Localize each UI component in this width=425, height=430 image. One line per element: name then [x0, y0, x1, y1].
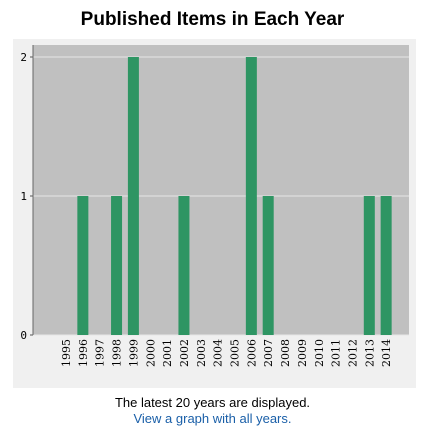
- bar-chart: 0 1 2 1995 1996 1997 1998 1999 2000 2001 2002 2003 2…: [13, 39, 416, 388]
- x-tick-label: 2002: [178, 339, 191, 367]
- bar-2006: [245, 57, 257, 335]
- x-tick-label: 2013: [363, 339, 376, 367]
- footer-note: The latest 20 years are displayed.: [114, 395, 311, 410]
- x-tick-label: 1998: [111, 339, 124, 367]
- x-tick-label: 2003: [195, 339, 208, 367]
- chart-area: 0 1 2 1995 1996 1997 1998 1999 2000 2001 2002 2003 2…: [13, 39, 416, 388]
- x-tick-label: 2011: [330, 339, 343, 367]
- x-tick-label: 2008: [279, 339, 292, 367]
- x-tick-label: 2014: [380, 339, 393, 367]
- x-tick-label: 1996: [77, 339, 90, 367]
- x-tick-label: 1995: [60, 339, 73, 367]
- x-tick-label: 2000: [144, 339, 157, 367]
- x-tick-label: 2009: [296, 339, 309, 367]
- bar-2007: [262, 196, 274, 335]
- y-tick-label: 1: [20, 190, 27, 203]
- x-tick-label: 2006: [245, 339, 258, 367]
- x-tick-label: 2010: [313, 339, 326, 367]
- bar-1998: [111, 196, 123, 335]
- x-tick-label: 2001: [161, 339, 174, 367]
- x-tick-label: 2004: [212, 339, 225, 367]
- x-tick-label: 1997: [94, 339, 107, 367]
- all-years-link[interactable]: View a graph with all years.: [133, 411, 292, 426]
- chart-title: Published Items in Each Year: [80, 9, 345, 30]
- x-tick-label: 1999: [127, 339, 140, 367]
- y-tick-label: 2: [20, 51, 27, 64]
- plot-area: [33, 45, 409, 335]
- x-tick-label: 2005: [229, 339, 242, 367]
- bar-2002: [178, 196, 190, 335]
- x-tick-label: 2007: [262, 339, 275, 367]
- bar-2014: [380, 196, 392, 335]
- y-tick-label: 0: [20, 329, 27, 342]
- bar-2013: [363, 196, 375, 335]
- x-tick-label: 2012: [346, 339, 359, 367]
- bar-1999: [127, 57, 139, 335]
- bar-1996: [77, 196, 89, 335]
